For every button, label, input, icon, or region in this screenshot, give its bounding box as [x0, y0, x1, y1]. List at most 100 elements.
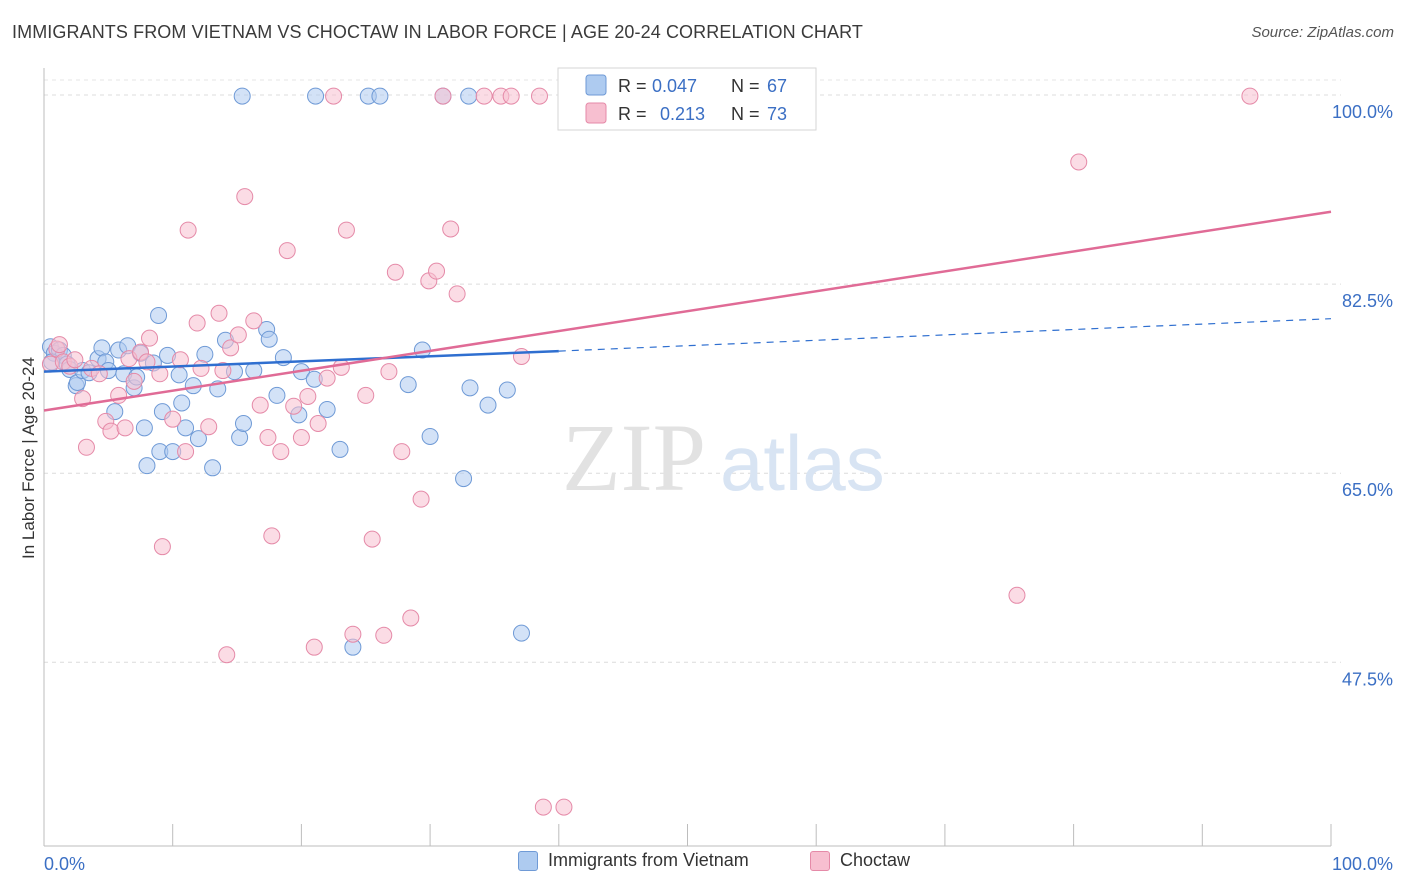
point-choctaw-26 [192, 359, 210, 377]
point-choctaw-20 [153, 538, 171, 556]
point-choctaw-52 [375, 626, 393, 644]
point-choctaw-18 [141, 329, 159, 347]
point-vietnam-55 [399, 376, 417, 394]
point-choctaw-27 [200, 418, 218, 436]
point-choctaw-65 [502, 87, 520, 105]
point-choctaw-47 [332, 358, 350, 376]
point-choctaw-67 [530, 87, 548, 105]
point-choctaw-70 [1008, 586, 1026, 604]
stats-r-value-choctaw: 0.213 [660, 104, 705, 124]
point-vietnam-57 [421, 427, 439, 445]
point-vietnam-65 [307, 87, 325, 105]
point-vietnam-23 [138, 457, 156, 475]
point-vietnam-41 [234, 415, 252, 433]
point-choctaw-23 [177, 443, 195, 461]
trend-line-vietnam [43, 349, 559, 373]
legend-swatch-vietnam [518, 850, 538, 871]
point-vietnam-34 [189, 430, 207, 448]
point-vietnam-44 [260, 330, 278, 348]
watermark-zip: ZIP [562, 404, 706, 511]
point-choctaw-62 [448, 285, 466, 303]
point-choctaw-71 [1070, 153, 1088, 171]
point-vietnam-50 [318, 400, 336, 418]
point-vietnam-40 [231, 429, 249, 447]
point-choctaw-15 [125, 372, 143, 390]
stats-n-label-vietnam: N = [731, 76, 760, 96]
y-tick-label-2: 65.0% [1342, 480, 1393, 500]
watermark: ZIP atlas [562, 404, 885, 511]
point-choctaw-60 [434, 87, 452, 105]
point-choctaw-63 [475, 87, 493, 105]
point-choctaw-50 [357, 386, 375, 404]
stats-n-value-vietnam: 67 [767, 76, 787, 96]
point-choctaw-33 [236, 188, 254, 206]
point-choctaw-44 [309, 415, 327, 433]
legend-item-vietnam: Immigrants from Vietnam [518, 850, 749, 871]
stats-r-label-choctaw: R = [618, 104, 647, 124]
bottom-legend: Immigrants from Vietnam Choctaw [0, 850, 1406, 880]
point-choctaw-6 [74, 390, 92, 408]
point-choctaw-31 [222, 339, 240, 357]
point-choctaw-32 [229, 326, 247, 344]
trend-line-choctaw [43, 210, 1332, 412]
stats-r-label-vietnam: R = [618, 76, 647, 96]
point-choctaw-49 [344, 625, 362, 643]
point-vietnam-61 [479, 396, 497, 414]
point-choctaw-39 [278, 242, 296, 260]
point-vietnam-45 [268, 386, 286, 404]
watermark-atlas: atlas [720, 419, 885, 507]
legend-item-choctaw: Choctaw [810, 850, 910, 871]
point-choctaw-48 [337, 221, 355, 239]
axes [43, 68, 1332, 847]
point-choctaw-35 [251, 396, 269, 414]
point-vietnam-66 [460, 87, 478, 105]
y-tick-label-1: 82.5% [1342, 291, 1393, 311]
point-choctaw-11 [102, 422, 120, 440]
point-choctaw-2 [50, 336, 68, 354]
point-vietnam-62 [498, 381, 516, 399]
point-choctaw-72 [1241, 87, 1259, 105]
stats-legend: R = 0.047 N = 67 R = 0.213 N = 73 [557, 67, 817, 131]
point-choctaw-68 [534, 798, 552, 816]
point-choctaw-40 [285, 397, 303, 415]
point-vietnam-64 [233, 87, 251, 105]
point-choctaw-28 [210, 304, 228, 322]
stats-n-label-choctaw: N = [731, 104, 760, 124]
point-vietnam-60 [461, 379, 479, 397]
point-choctaw-34 [245, 312, 263, 330]
x-tick-label-1: 100.0% [1332, 854, 1393, 874]
y-axis-label: In Labor Force | Age 20-24 [19, 357, 38, 559]
point-vietnam-51 [331, 440, 349, 458]
point-choctaw-37 [263, 527, 281, 545]
point-choctaw-61 [442, 220, 460, 238]
point-choctaw-43 [305, 638, 323, 656]
y-tick-label-3: 47.5% [1342, 669, 1393, 689]
chart-title: IMMIGRANTS FROM VIETNAM VS CHOCTAW IN LA… [12, 22, 864, 42]
point-choctaw-29 [214, 362, 232, 380]
point-vietnam-31 [173, 394, 191, 412]
point-choctaw-46 [325, 87, 343, 105]
point-vietnam-54 [371, 87, 389, 105]
point-choctaw-36 [259, 429, 277, 447]
point-choctaw-69 [555, 798, 573, 816]
point-choctaw-56 [402, 609, 420, 627]
trend-line-vietnam-extension [558, 318, 1332, 352]
point-choctaw-5 [66, 351, 84, 369]
point-vietnam-25 [150, 306, 168, 324]
point-vietnam-59 [455, 470, 473, 488]
point-vietnam-30 [170, 366, 188, 384]
legend-label-choctaw: Choctaw [840, 850, 911, 870]
point-choctaw-41 [292, 429, 310, 447]
point-vietnam-63 [512, 624, 530, 642]
point-vietnam-22 [135, 419, 153, 437]
stats-swatch-choctaw [585, 102, 607, 124]
stats-r-value-vietnam: 0.047 [652, 76, 697, 96]
point-choctaw-51 [363, 530, 381, 548]
y-tick-label-0: 100.0% [1332, 102, 1393, 122]
stats-swatch-vietnam [585, 74, 607, 96]
point-choctaw-66 [512, 348, 530, 366]
legend-swatch-choctaw [810, 850, 830, 871]
source-credit: Source: ZipAtlas.com [1251, 24, 1394, 41]
point-vietnam-32 [177, 419, 195, 437]
